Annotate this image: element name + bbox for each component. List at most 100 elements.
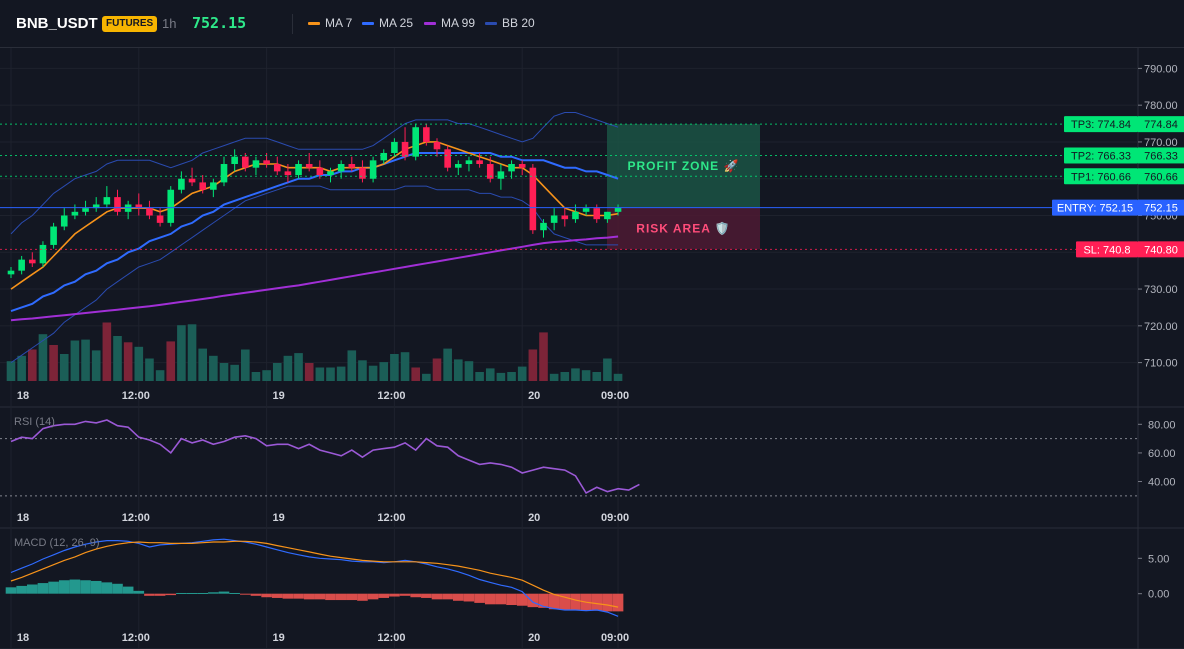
y-tick-label: 710.00 [1144,358,1178,370]
candle-body [455,164,462,168]
rsi-y-label: 60.00 [1148,448,1176,460]
candle-body [156,215,164,223]
macd-histogram-bar [122,586,134,594]
tp3-tag-bg [1064,116,1138,133]
macd-histogram-bar [612,593,624,612]
macd-signal-line [10,540,619,608]
x-tick-label: 19 [272,512,284,524]
ma99-line [10,235,619,322]
candle-body [178,178,185,190]
y-tick-label: 770.00 [1144,137,1178,149]
volume-bar [219,363,229,381]
macd-histogram-bar [58,580,70,594]
macd-histogram-bar [591,593,603,611]
volume-bar [70,340,80,381]
candle-body [295,164,302,176]
volume-bar [38,334,48,381]
bb-lower-line [10,185,619,364]
candle-body [305,164,313,168]
macd-histogram-bar [495,593,507,605]
legend-ma99-label: MA 99 [441,16,476,30]
legend-ma99[interactable]: MA 99 [424,16,475,30]
macd-y-label: 0.00 [1148,589,1169,601]
volume-bar [28,349,37,381]
candle-body [380,152,388,161]
candle-body [348,164,356,168]
macd-histogram-bar [506,593,517,606]
entry-tag: ENTRY: 752.15 [1057,203,1133,215]
macd-histogram-bar [431,593,443,600]
chart-header: BNB_USDT FUTURES 1h 752.15 MA 7 MA 25 MA… [0,0,1184,48]
macd-histogram-bar [484,593,496,605]
macd-histogram-bar [303,593,315,600]
candle-body [423,127,430,142]
candle-body [18,259,25,271]
rsi-y-label: 80.00 [1148,419,1176,431]
profit-zone-label: PROFIT ZONE 🚀 [628,159,740,173]
macd-histogram-bar [250,593,262,596]
bb-upper-line [10,112,619,235]
rsi-y-label: 40.00 [1148,477,1176,489]
volume-bar [91,350,101,381]
macd-histogram-bar [112,583,123,594]
legend-ma25[interactable]: MA 25 [362,16,413,30]
volume-bar [145,358,154,381]
candle-body [263,160,270,165]
macd-histogram-bar [90,580,102,594]
volume-bar [390,354,399,381]
x-tick-label: 20 [528,632,540,644]
profit-zone [607,124,760,208]
tp1-tag: TP1: 760.66 [1071,171,1131,183]
volume-bar [517,366,527,381]
candle-body [572,211,579,220]
timeframe-label[interactable]: 1h [162,16,177,31]
macd-histogram-bar [559,593,571,610]
tp3-axis-bg [1138,116,1184,133]
candle-body [550,215,558,223]
macd-histogram-bar [378,593,390,598]
volume-bar [613,373,623,381]
x-tick-label: 18 [17,390,29,402]
x-tick-label: 20 [528,512,540,524]
legend-ma25-label: MA 25 [379,16,414,30]
volume-bar [166,341,176,381]
macd-histogram-bar [48,581,59,594]
symbol-name[interactable]: BNB_USDT [16,15,98,32]
candle-body [135,204,143,209]
candle-body [188,178,196,183]
volume-bar [294,353,303,381]
macd-histogram-bar [389,593,400,597]
x-tick-label: 09:00 [601,512,629,524]
volume-bar [592,372,602,381]
volume-bar [358,360,367,381]
macd-histogram-bar [16,585,27,594]
ma25-swatch [362,22,374,26]
sl-tag: SL: 740.8 [1083,244,1130,256]
rsi-title: RSI (14) [14,416,55,428]
macd-histogram-bar [218,591,230,594]
volume-bar [336,366,346,381]
macd-histogram-bar [410,593,421,598]
y-tick-label: 780.00 [1144,100,1178,112]
volume-bar [485,368,495,381]
tp1-axis-label: 760.66 [1144,171,1178,183]
macd-histogram-bar [154,593,166,596]
bb20-swatch [485,22,497,26]
legend-ma7[interactable]: MA 7 [308,16,352,30]
candle-body [50,226,57,245]
y-tick-label: 790.00 [1144,63,1178,75]
macd-histogram-bar [474,593,485,603]
macd-histogram-bar [453,593,464,601]
volume-bar [496,372,506,381]
candle-body [401,141,409,157]
volume-bar [251,372,261,381]
legend-bb20[interactable]: BB 20 [485,16,535,30]
y-tick-label: 730.00 [1144,284,1178,296]
candle-body [444,149,451,168]
candle-body [391,141,398,153]
x-tick-label: 18 [17,512,29,524]
x-tick-label: 18 [17,632,29,644]
sl-tag-bg [1076,241,1138,258]
tp1-tag-bg [1064,168,1138,185]
